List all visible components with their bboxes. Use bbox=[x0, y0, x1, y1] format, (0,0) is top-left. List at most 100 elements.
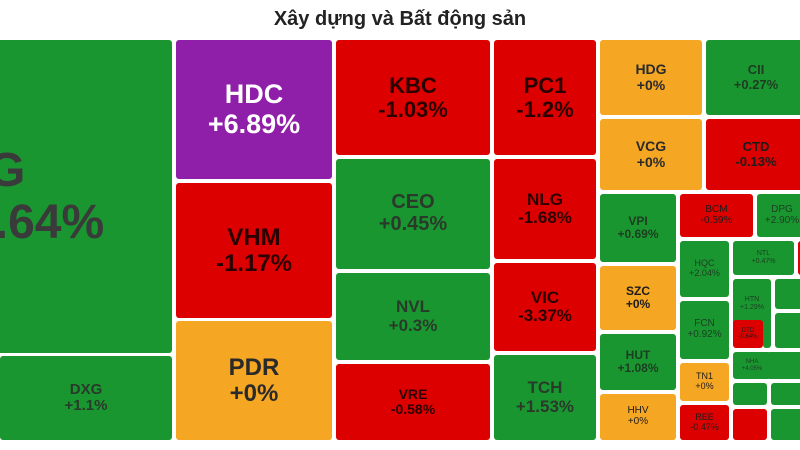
tile-bcm[interactable]: BCM -0.59% bbox=[680, 194, 753, 237]
tile-change: -3.37% bbox=[518, 306, 572, 325]
tile-nha[interactable]: NHA +4.05% bbox=[733, 352, 771, 379]
tile-symbol: PC1 bbox=[523, 72, 567, 98]
tile-change: +0% bbox=[636, 76, 666, 93]
tile-symbol: DTD bbox=[741, 327, 755, 334]
tile-symbol: HDG bbox=[635, 61, 667, 78]
tile-symbol: DPG bbox=[771, 203, 793, 215]
tile-pdr[interactable]: PDR +0% bbox=[176, 321, 332, 440]
tile-dtd[interactable]: DTD -0.64% bbox=[733, 320, 763, 348]
tile-symbol: HUT bbox=[625, 348, 651, 363]
page-title: Xây dựng và Bất động sản bbox=[273, 8, 527, 30]
tile-vic[interactable]: VIC -3.37% bbox=[494, 263, 596, 351]
tile-change: -0.64% bbox=[738, 334, 758, 340]
tile-change: +1.08% bbox=[617, 361, 659, 375]
tile-symbol: REE bbox=[695, 411, 714, 422]
tile-change: -0.59% bbox=[700, 214, 733, 226]
tile-change: +0.47% bbox=[751, 258, 776, 265]
tile-change: +2.04% bbox=[689, 268, 720, 278]
tile-symbol: NVL bbox=[396, 297, 430, 317]
tile-symbol: VHM bbox=[227, 223, 281, 251]
tile-change: +0.45% bbox=[378, 213, 448, 235]
tile-change: +1.29% bbox=[740, 304, 764, 311]
tile-unlabeled[interactable] bbox=[771, 383, 800, 405]
tile-change: -1.68% bbox=[518, 208, 572, 227]
tile-symbol: TN1 bbox=[695, 371, 713, 382]
tile-hhv[interactable]: HHV +0% bbox=[600, 394, 676, 440]
tile-ceo[interactable]: CEO +0.45% bbox=[336, 159, 490, 269]
tile-symbol: PDR bbox=[228, 353, 280, 381]
tile-change: -0.13% bbox=[735, 153, 777, 169]
tile-dig[interactable]: DIG+6.64% bbox=[0, 40, 172, 353]
tile-tn1[interactable]: TN1 +0% bbox=[680, 363, 729, 401]
tile-change: +0% bbox=[627, 416, 649, 427]
tile-symbol: BCM bbox=[705, 203, 728, 215]
tile-change: +0% bbox=[695, 381, 714, 391]
tile-dpg[interactable]: DPG +2.90% bbox=[757, 194, 800, 237]
tile-symbol: TCH bbox=[527, 378, 563, 398]
tile-unlabeled[interactable] bbox=[771, 409, 800, 440]
tile-ree[interactable]: REE -0.47% bbox=[680, 405, 729, 440]
tile-change: +4.05% bbox=[741, 365, 763, 372]
tile-symbol: HHV bbox=[627, 405, 649, 417]
tile-cii[interactable]: CII +0.27% bbox=[706, 40, 800, 115]
tile-change: -0.58% bbox=[390, 401, 436, 417]
tile-symbol: NLG bbox=[527, 189, 563, 209]
tile-symbol: HQC bbox=[694, 258, 715, 269]
tile-change: +0% bbox=[625, 297, 651, 311]
tile-unlabeled[interactable] bbox=[775, 313, 800, 348]
tile-unlabeled[interactable] bbox=[733, 383, 767, 405]
tile-hqc[interactable]: HQC +2.04% bbox=[680, 241, 729, 297]
tile-hdg[interactable]: HDG +0% bbox=[600, 40, 702, 115]
tile-symbol: CEO bbox=[391, 191, 435, 214]
tile-symbol: VPI bbox=[628, 214, 648, 229]
tile-tch[interactable]: TCH +1.53% bbox=[494, 355, 596, 440]
tile-change: +6.64% bbox=[0, 195, 105, 249]
tile-symbol: DXG bbox=[69, 380, 103, 398]
tile-change: +0% bbox=[636, 153, 666, 170]
tile-unlabeled[interactable] bbox=[733, 409, 767, 440]
tile-ntl[interactable]: NTL +0.47% bbox=[733, 241, 794, 275]
tile-vre[interactable]: VRE -0.58% bbox=[336, 364, 490, 440]
tile-hdc[interactable]: HDC +6.89% bbox=[176, 40, 332, 179]
tile-change: +0.3% bbox=[388, 315, 438, 335]
tile-szc[interactable]: SZC +0% bbox=[600, 266, 676, 330]
tile-symbol: FCN bbox=[694, 318, 715, 330]
tile-change: +0.27% bbox=[733, 76, 779, 92]
tile-symbol: HDC bbox=[224, 79, 284, 110]
tile-change: -1.17% bbox=[215, 249, 293, 277]
tile-vpi[interactable]: VPI +0.69% bbox=[600, 194, 676, 262]
tile-change: +6.89% bbox=[207, 108, 301, 139]
tile-symbol: VIC bbox=[530, 287, 560, 307]
tile-change: +0.69% bbox=[617, 227, 659, 241]
tile-unlabeled[interactable] bbox=[798, 241, 800, 275]
tile-symbol: NTL bbox=[756, 250, 771, 258]
tile-unlabeled[interactable] bbox=[775, 279, 800, 309]
tile-change: -1.03% bbox=[378, 96, 448, 122]
tile-change: -1.2% bbox=[516, 96, 574, 122]
tile-vcg[interactable]: VCG +0% bbox=[600, 119, 702, 190]
tile-change: -0.47% bbox=[690, 421, 719, 432]
tile-ctd[interactable]: CTD -0.13% bbox=[706, 119, 800, 190]
tile-symbol: VCG bbox=[635, 138, 667, 155]
tile-symbol: NHA bbox=[745, 359, 759, 366]
tile-hut[interactable]: HUT +1.08% bbox=[600, 334, 676, 390]
tile-kbc[interactable]: KBC -1.03% bbox=[336, 40, 490, 155]
tile-pc1[interactable]: PC1 -1.2% bbox=[494, 40, 596, 155]
tile-change: +1.53% bbox=[515, 396, 575, 416]
tile-unlabeled[interactable] bbox=[798, 301, 800, 309]
tile-symbol: KBC bbox=[389, 72, 437, 98]
tile-symbol: HTN bbox=[744, 296, 760, 304]
tile-nvl[interactable]: NVL +0.3% bbox=[336, 273, 490, 360]
tile-unlabeled[interactable] bbox=[767, 352, 800, 379]
tile-nlg[interactable]: NLG -1.68% bbox=[494, 159, 596, 259]
tile-unlabeled[interactable] bbox=[763, 320, 771, 348]
tile-change: +1.1% bbox=[64, 397, 108, 414]
tile-vhm[interactable]: VHM -1.17% bbox=[176, 183, 332, 318]
tile-dxg[interactable]: DXG +1.1% bbox=[0, 356, 172, 440]
tile-symbol: SZC bbox=[626, 284, 650, 299]
tile-change: +0.92% bbox=[687, 329, 722, 340]
tile-change: +0% bbox=[229, 379, 279, 407]
tile-fcn[interactable]: FCN +0.92% bbox=[680, 301, 729, 359]
tile-symbol: CII bbox=[747, 62, 765, 78]
